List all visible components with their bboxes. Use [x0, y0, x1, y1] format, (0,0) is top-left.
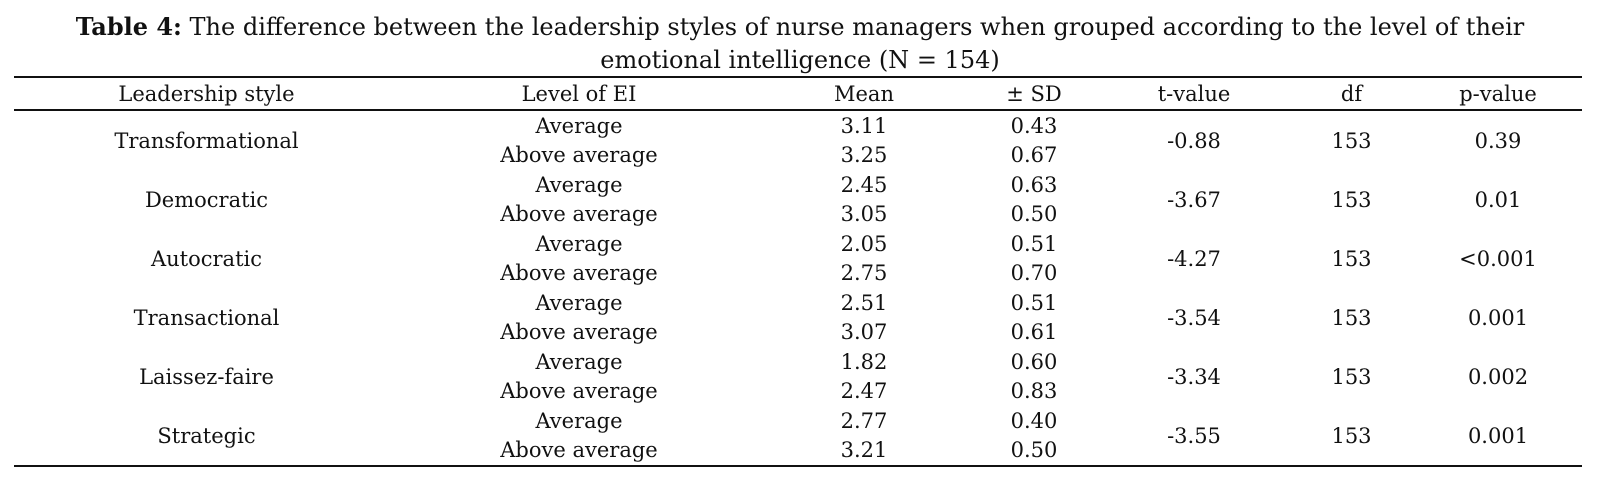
- cell-sd: 0.63 0.50: [969, 170, 1099, 229]
- mean-average: 3.11: [840, 113, 888, 138]
- cell-sd: 0.51 0.61: [969, 288, 1099, 347]
- level-average: Average: [535, 408, 623, 433]
- cell-level-of-ei: Average Above average: [399, 288, 759, 347]
- header-mean: Mean: [759, 76, 969, 111]
- cell-sd: 0.43 0.67: [969, 110, 1099, 170]
- cell-t-value: -3.54: [1167, 305, 1221, 330]
- mean-above-average: 3.25: [840, 142, 888, 167]
- table-caption-label: Table 4:: [75, 12, 182, 41]
- level-average: Average: [535, 172, 623, 197]
- cell-df: 153: [1331, 246, 1372, 271]
- sd-average: 0.51: [1010, 231, 1058, 256]
- cell-p-value: 0.39: [1474, 128, 1522, 153]
- cell-mean: 1.82 2.47: [759, 347, 969, 406]
- mean-above-average: 2.47: [840, 378, 888, 403]
- cell-mean: 2.45 3.05: [759, 170, 969, 229]
- cell-leadership-style: Democratic: [144, 187, 269, 212]
- header-t-value: t-value: [1099, 76, 1289, 111]
- cell-leadership-style: Transactional: [133, 305, 280, 330]
- cell-p-value: 0.002: [1467, 364, 1529, 389]
- cell-level-of-ei: Average Above average: [399, 347, 759, 406]
- sd-above-average: 0.67: [1010, 142, 1058, 167]
- table-row: Laissez-faire Average Above average 1.82 2…: [14, 347, 1582, 406]
- header-leadership-style: Leadership style: [14, 76, 399, 111]
- cell-sd: 0.40 0.50: [969, 406, 1099, 467]
- cell-df: 153: [1331, 305, 1372, 330]
- mean-average: 2.05: [840, 231, 888, 256]
- cell-p-value: 0.001: [1467, 305, 1529, 330]
- mean-above-average: 3.05: [840, 201, 888, 226]
- cell-t-value: -3.67: [1167, 187, 1221, 212]
- table-row: Transactional Average Above average 2.51 3…: [14, 288, 1582, 347]
- cell-mean: 2.77 3.21: [759, 406, 969, 467]
- mean-average: 2.77: [840, 408, 888, 433]
- mean-average: 1.82: [840, 349, 888, 374]
- level-average: Average: [535, 113, 623, 138]
- cell-df: 153: [1331, 128, 1372, 153]
- cell-df: 153: [1289, 406, 1414, 467]
- cell-df: 153: [1331, 364, 1372, 389]
- header-p-value: p-value: [1414, 76, 1582, 111]
- cell-leadership-style: Strategic: [14, 406, 399, 467]
- mean-average: 2.51: [840, 290, 888, 315]
- cell-level-of-ei: Average Above average: [399, 110, 759, 170]
- header-level-of-ei: Level of EI: [399, 76, 759, 111]
- sd-average: 0.60: [1010, 349, 1058, 374]
- results-table-container: Leadership style Level of EI Mean ± SD t…: [14, 76, 1582, 467]
- sd-above-average: 0.50: [1010, 201, 1058, 226]
- sd-average: 0.43: [1010, 113, 1058, 138]
- cell-mean: 3.11 3.25: [759, 110, 969, 170]
- level-average: Average: [535, 231, 623, 256]
- cell-p-value: <0.001: [1459, 246, 1537, 271]
- table-row: Strategic Average Above average 2.77 3.21 …: [14, 406, 1582, 467]
- cell-sd: 0.51 0.70: [969, 229, 1099, 288]
- cell-leadership-style: Laissez-faire: [139, 364, 274, 389]
- table-header-row: Leadership style Level of EI Mean ± SD t…: [14, 76, 1582, 111]
- sd-average: 0.51: [1010, 290, 1058, 315]
- cell-level-of-ei: Average Above average: [399, 229, 759, 288]
- cell-leadership-style: Autocratic: [150, 246, 262, 271]
- mean-above-average: 3.07: [840, 319, 888, 344]
- mean-above-average: 2.75: [840, 260, 888, 285]
- sd-above-average: 0.70: [1010, 260, 1058, 285]
- header-sd: ± SD: [969, 76, 1099, 111]
- cell-t-value: -0.88: [1167, 128, 1221, 153]
- table-caption-text: The difference between the leadership st…: [181, 13, 1525, 74]
- level-above-average: Above average: [500, 142, 658, 167]
- level-above-average: Above average: [500, 201, 658, 226]
- table-caption: Table 4: The difference between the lead…: [60, 10, 1540, 77]
- cell-mean: 2.51 3.07: [759, 288, 969, 347]
- cell-level-of-ei: Average Above average: [399, 170, 759, 229]
- sd-above-average: 0.50: [1010, 437, 1058, 462]
- level-above-average: Above average: [500, 378, 658, 403]
- mean-above-average: 3.21: [840, 437, 888, 462]
- mean-average: 2.45: [840, 172, 888, 197]
- sd-above-average: 0.61: [1010, 319, 1058, 344]
- cell-t-value: -3.34: [1167, 364, 1221, 389]
- table-row: Democratic Average Above average 2.45 3.05…: [14, 170, 1582, 229]
- level-above-average: Above average: [500, 437, 658, 462]
- results-table: Leadership style Level of EI Mean ± SD t…: [14, 76, 1582, 467]
- cell-sd: 0.60 0.83: [969, 347, 1099, 406]
- level-above-average: Above average: [500, 319, 658, 344]
- cell-level-of-ei: Average Above average: [399, 406, 759, 467]
- cell-t-value: -4.27: [1167, 246, 1221, 271]
- level-average: Average: [535, 349, 623, 374]
- cell-p-value: 0.01: [1474, 187, 1522, 212]
- sd-average: 0.40: [1010, 408, 1058, 433]
- table-row: Transformational Average Above average 3.…: [14, 110, 1582, 170]
- level-average: Average: [535, 290, 623, 315]
- header-df: df: [1289, 76, 1414, 111]
- sd-average: 0.63: [1010, 172, 1058, 197]
- cell-t-value: -3.55: [1099, 406, 1289, 467]
- table-row: Autocratic Average Above average 2.05 2.75…: [14, 229, 1582, 288]
- sd-above-average: 0.83: [1010, 378, 1058, 403]
- cell-leadership-style: Transformational: [114, 128, 299, 153]
- cell-mean: 2.05 2.75: [759, 229, 969, 288]
- cell-p-value: 0.001: [1414, 406, 1582, 467]
- cell-df: 153: [1331, 187, 1372, 212]
- level-above-average: Above average: [500, 260, 658, 285]
